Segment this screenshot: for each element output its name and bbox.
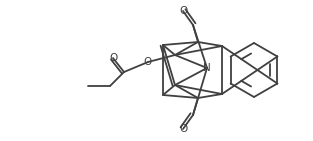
Text: O: O xyxy=(144,57,152,67)
Text: O: O xyxy=(109,53,117,63)
Text: O: O xyxy=(179,6,187,16)
Text: O: O xyxy=(179,124,187,134)
Text: N: N xyxy=(203,63,211,73)
